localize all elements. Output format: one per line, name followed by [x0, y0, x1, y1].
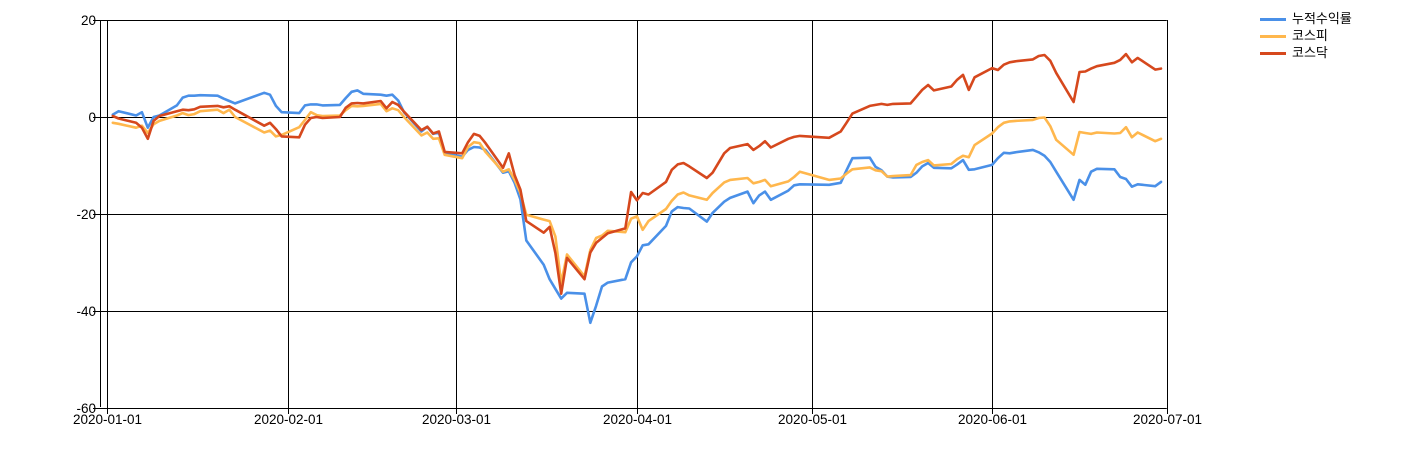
- x-axis-label: 2020-02-01: [254, 412, 323, 427]
- series-line-cumulative-return: [111, 89, 1163, 325]
- y-axis-label: -40: [76, 304, 96, 319]
- legend-label: 누적수익률: [1292, 11, 1352, 26]
- line-swatch-icon: [1260, 17, 1286, 21]
- legend-label: 코스피: [1292, 28, 1328, 43]
- x-axis-label: 2020-07-01: [1133, 412, 1202, 427]
- series-line-kosdaq: [111, 52, 1163, 296]
- legend-item-kospi: 코스피: [1260, 29, 1352, 43]
- x-axis-label: 2020-01-01: [73, 412, 142, 427]
- legend-label: 코스닥: [1292, 45, 1328, 60]
- x-axis-label: 2020-05-01: [778, 412, 847, 427]
- y-axis-label: 0: [88, 110, 96, 125]
- series-line-kospi: [111, 102, 1163, 285]
- x-axis-label: 2020-06-01: [958, 412, 1027, 427]
- line-swatch-icon: [1260, 51, 1286, 55]
- x-axis-label: 2020-04-01: [603, 412, 672, 427]
- y-axis-label: -60: [76, 401, 96, 416]
- legend-item-cumulative-return: 누적수익률: [1260, 12, 1352, 26]
- x-axis-label: 2020-03-01: [422, 412, 491, 427]
- legend-item-kosdaq: 코스닥: [1260, 46, 1352, 60]
- chart-legend: 누적수익률 코스피 코스닥: [1260, 12, 1352, 60]
- y-axis-label: 20: [81, 13, 96, 28]
- line-swatch-icon: [1260, 34, 1286, 38]
- y-axis-label: -20: [76, 207, 96, 222]
